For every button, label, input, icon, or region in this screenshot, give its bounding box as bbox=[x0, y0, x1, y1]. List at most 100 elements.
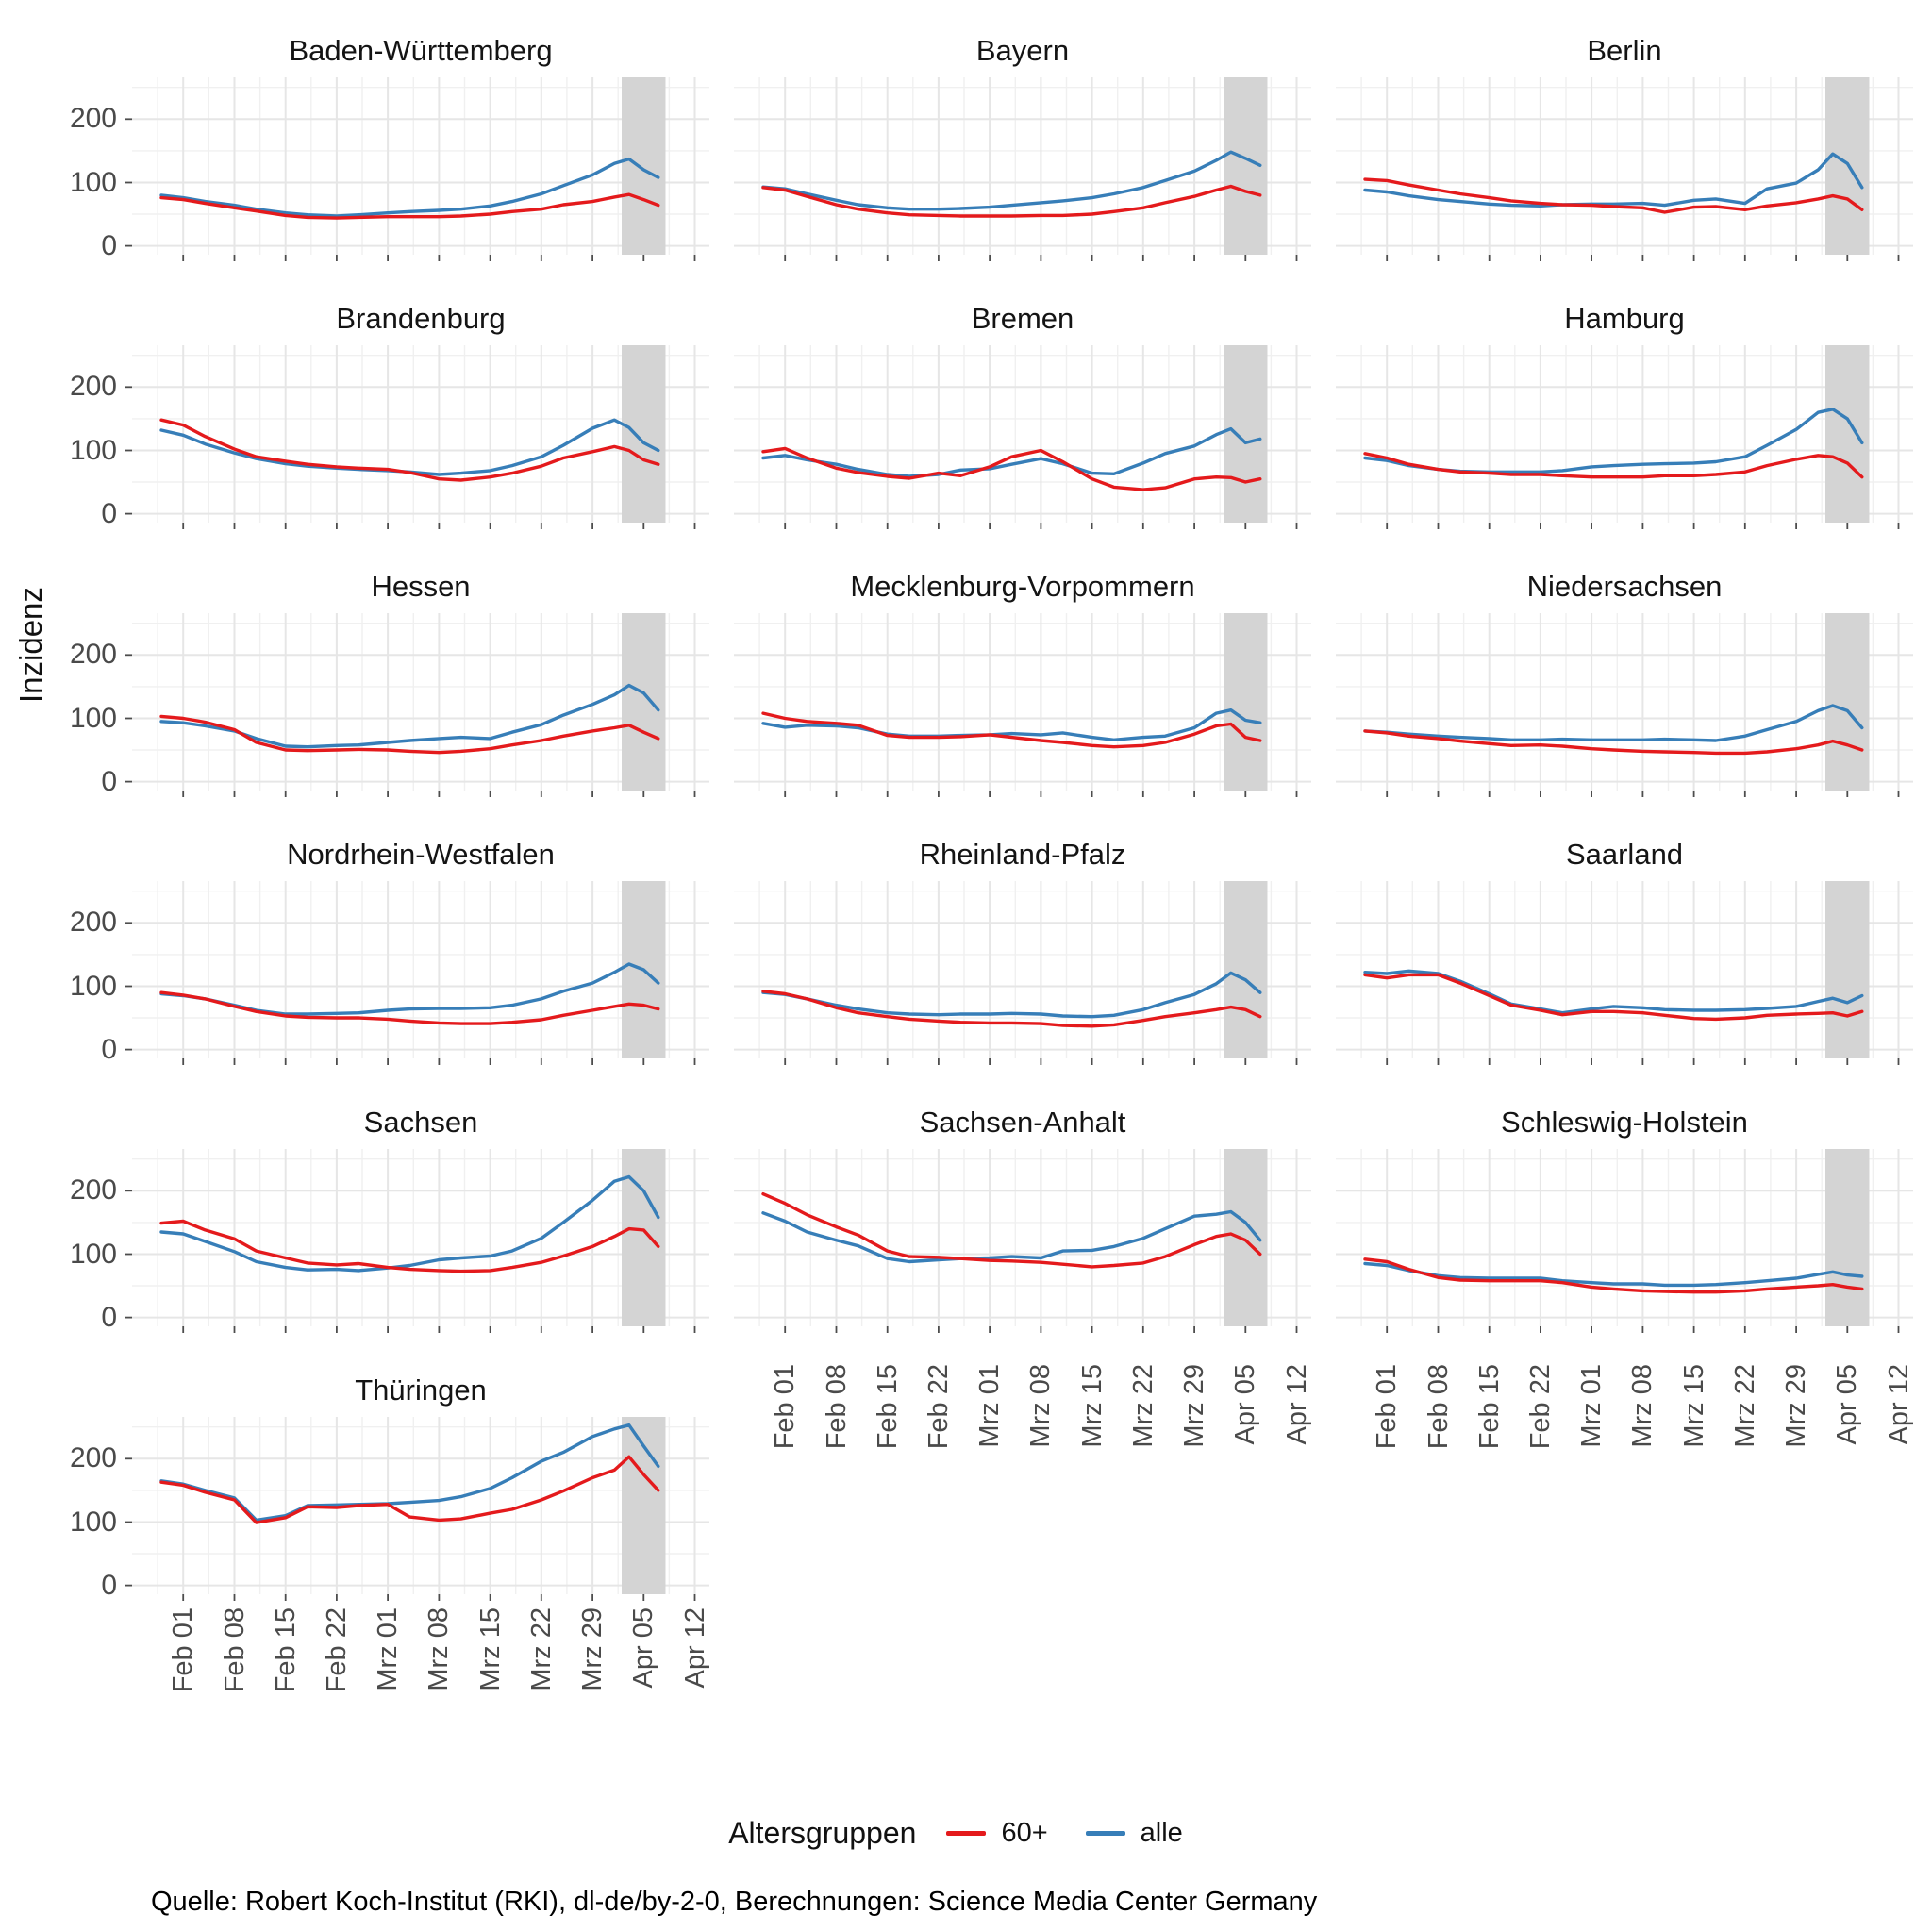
facet-title: Bayern bbox=[975, 34, 1070, 67]
x-tick-label: Feb 15 bbox=[1474, 1364, 1505, 1450]
y-tick-label: 100 bbox=[69, 434, 117, 466]
x-tick-label: Apr 12 bbox=[1883, 1364, 1914, 1445]
facet-Rheinland-Pfalz: Rheinland-Pfalz bbox=[734, 823, 1311, 1066]
y-tick-label: 0 bbox=[101, 497, 117, 529]
y-tick-label: 200 bbox=[69, 1174, 117, 1207]
facet-panel bbox=[1336, 1149, 1913, 1333]
source-attribution: Quelle: Robert Koch-Institut (RKI), dl-d… bbox=[151, 1887, 1318, 1917]
facet-title: Berlin bbox=[1587, 34, 1662, 67]
facet-Baden-Württemberg: Baden-Württemberg 0 100 200 bbox=[70, 19, 709, 262]
x-tick-label: Apr 12 bbox=[1281, 1364, 1312, 1445]
facet-panel bbox=[734, 77, 1311, 261]
y-tick-label: 0 bbox=[101, 1301, 117, 1333]
facet-panel bbox=[1336, 77, 1913, 261]
x-tick-label: Feb 08 bbox=[219, 1607, 250, 1693]
x-tick-label: Mrz 15 bbox=[1678, 1364, 1709, 1448]
x-tick-label: Feb 01 bbox=[1372, 1364, 1403, 1450]
x-axis-labels: Feb 01 Feb 08 Feb 15 Feb 22 Mrz 01 Mrz 08 Mrz … bbox=[132, 1602, 709, 1781]
facet-title: Niedersachsen bbox=[1526, 570, 1723, 603]
y-tick-label: 200 bbox=[69, 103, 117, 135]
facet-panel bbox=[125, 1149, 709, 1333]
x-tick-label: Apr 05 bbox=[628, 1607, 659, 1689]
y-tick-label: 0 bbox=[101, 765, 117, 797]
legend-label-60plus: 60+ bbox=[1001, 1818, 1048, 1848]
facet-panel bbox=[734, 881, 1311, 1065]
x-tick-label: Mrz 22 bbox=[1127, 1364, 1158, 1448]
facet-panel bbox=[125, 1417, 709, 1601]
facet-Schleswig-Holstein: Schleswig-Holstein bbox=[1336, 1090, 1913, 1334]
x-axis-labels: Feb 01 Feb 08 Feb 15 Feb 22 Mrz 01 Mrz 08 Mrz … bbox=[734, 1358, 1311, 1538]
legend-line-60plus-icon bbox=[946, 1831, 987, 1836]
facet-Hamburg: Hamburg bbox=[1336, 287, 1913, 530]
facet-title: Nordrhein-Westfalen bbox=[287, 838, 555, 871]
y-tick-label: 0 bbox=[101, 229, 117, 261]
facet-panel bbox=[125, 345, 709, 529]
legend-line-alle-icon bbox=[1085, 1831, 1125, 1836]
facet-panel bbox=[125, 77, 709, 261]
facet-panel bbox=[734, 613, 1311, 797]
x-tick-label: Mrz 15 bbox=[475, 1607, 506, 1691]
facet-title: Schleswig-Holstein bbox=[1501, 1106, 1748, 1139]
facet-panel bbox=[125, 613, 709, 797]
x-tick-label: Mrz 15 bbox=[1076, 1364, 1108, 1448]
facet-Mecklenburg-Vorpommern: Mecklenburg-Vorpommern bbox=[734, 555, 1311, 798]
bottom-axis-cell: Feb 01 Feb 08 Feb 15 Feb 22 Mrz 01 Mrz 08 Mrz … bbox=[734, 1358, 1311, 1538]
facet-title: Thüringen bbox=[355, 1373, 487, 1407]
x-axis-labels: Feb 01 Feb 08 Feb 15 Feb 22 Mrz 01 Mrz 08 Mrz … bbox=[1336, 1358, 1913, 1538]
legend: Altersgruppen 60+ alle bbox=[0, 1816, 1932, 1851]
facet-title: Saarland bbox=[1565, 838, 1684, 871]
facet-title: Hessen bbox=[371, 570, 471, 603]
legend-label-alle: alle bbox=[1140, 1818, 1183, 1848]
y-tick-label: 200 bbox=[69, 371, 117, 403]
facet-Nordrhein-Westfalen: Nordrhein-Westfalen 0 100 200 bbox=[70, 823, 709, 1066]
facet-title: Baden-Württemberg bbox=[289, 34, 553, 67]
x-tick-label: Mrz 08 bbox=[1627, 1364, 1658, 1448]
bottom-axis-cell: Feb 01 Feb 08 Feb 15 Feb 22 Mrz 01 Mrz 08 Mrz … bbox=[1336, 1358, 1913, 1538]
x-tick-label: Feb 22 bbox=[923, 1364, 954, 1450]
facet-title: Brandenburg bbox=[336, 302, 506, 335]
x-tick-label: Mrz 08 bbox=[1025, 1364, 1057, 1448]
facet-panel bbox=[734, 345, 1311, 529]
facet-title: Mecklenburg-Vorpommern bbox=[850, 570, 1195, 603]
x-tick-label: Feb 08 bbox=[1423, 1364, 1454, 1450]
facet-Berlin: Berlin bbox=[1336, 19, 1913, 262]
x-tick-label: Mrz 29 bbox=[577, 1607, 608, 1691]
facet-Niedersachsen: Niedersachsen bbox=[1336, 555, 1913, 798]
x-tick-label: Apr 12 bbox=[679, 1607, 710, 1689]
facet-Thüringen: Thüringen 0 100 200 Feb 01 Feb 08 Feb 15 Feb 22… bbox=[70, 1358, 710, 1781]
x-tick-label: Apr 05 bbox=[1832, 1364, 1863, 1445]
y-tick-label: 100 bbox=[69, 1506, 117, 1538]
y-tick-label: 0 bbox=[101, 1033, 117, 1065]
x-tick-label: Mrz 01 bbox=[373, 1607, 404, 1691]
x-tick-label: Mrz 29 bbox=[1179, 1364, 1210, 1448]
y-tick-label: 200 bbox=[69, 1442, 117, 1474]
y-tick-label: 200 bbox=[69, 639, 117, 671]
y-tick-label: 100 bbox=[69, 970, 117, 1002]
facet-Sachsen-Anhalt: Sachsen-Anhalt bbox=[734, 1090, 1311, 1334]
x-tick-label: Feb 22 bbox=[1524, 1364, 1556, 1450]
facet-panel bbox=[1336, 345, 1913, 529]
legend-item-alle: alle bbox=[1085, 1818, 1183, 1849]
x-tick-label: Feb 15 bbox=[872, 1364, 903, 1450]
x-tick-label: Feb 01 bbox=[168, 1607, 199, 1693]
y-tick-label: 100 bbox=[69, 166, 117, 198]
facet-panel bbox=[1336, 881, 1913, 1065]
x-tick-label: Mrz 22 bbox=[1729, 1364, 1760, 1448]
y-tick-label: 200 bbox=[69, 907, 117, 939]
x-tick-label: Mrz 01 bbox=[1576, 1364, 1607, 1448]
facet-title: Sachsen bbox=[363, 1106, 478, 1139]
legend-item-60plus: 60+ bbox=[946, 1818, 1048, 1849]
x-tick-label: Apr 05 bbox=[1230, 1364, 1261, 1445]
y-tick-label: 100 bbox=[69, 702, 117, 734]
x-tick-label: Mrz 01 bbox=[974, 1364, 1006, 1448]
facet-title: Sachsen-Anhalt bbox=[919, 1106, 1126, 1139]
facet-title: Bremen bbox=[971, 302, 1074, 335]
facet-Sachsen: Sachsen 0 100 200 bbox=[70, 1090, 709, 1334]
facet-panel bbox=[734, 1149, 1311, 1333]
x-tick-label: Mrz 08 bbox=[424, 1607, 455, 1691]
facet-Saarland: Saarland bbox=[1336, 823, 1913, 1066]
x-tick-label: Mrz 29 bbox=[1781, 1364, 1812, 1448]
facet-Brandenburg: Brandenburg 0 100 200 bbox=[70, 287, 709, 530]
x-tick-label: Feb 15 bbox=[270, 1607, 301, 1693]
